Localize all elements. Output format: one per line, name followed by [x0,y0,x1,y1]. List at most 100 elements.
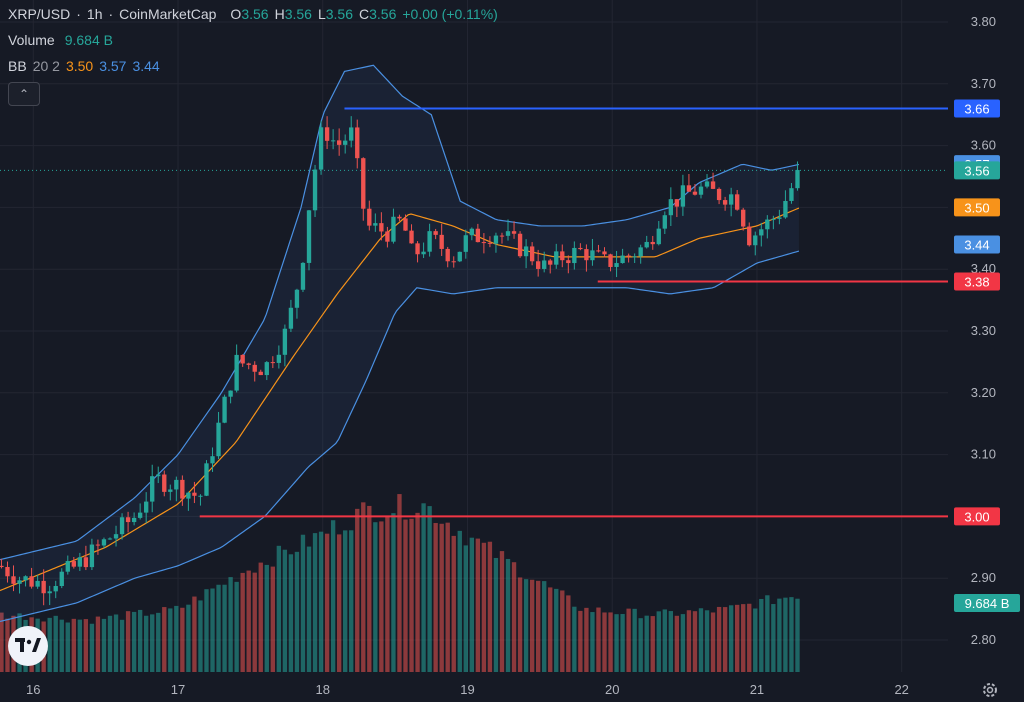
candle [47,585,52,606]
ohlc-close-key: C [358,6,370,22]
volume-bar [735,604,740,672]
volume-bar [710,612,716,672]
candle [391,208,396,244]
gear-icon[interactable] [980,680,1000,700]
candle [379,212,384,241]
candle [355,119,360,169]
candle-body [343,140,348,145]
volume-bar [668,611,674,672]
volume-bar [264,564,269,672]
bb-lower-value: 3.44 [132,58,160,74]
volume-bar [795,598,800,672]
candle [554,243,559,269]
candle [343,134,348,154]
price-tag-support-mid: 3.38 [954,272,1000,291]
volume-bar [144,615,149,672]
ohlc-open-value: 3.56 [241,6,269,22]
candle-body [379,223,384,232]
candle-body [463,235,468,252]
time-tick-label: 16 [26,682,40,697]
price-tag-bb-basis-bg [954,198,1000,217]
price-tag-resistance-bg [954,99,1000,118]
volume-bar [759,598,764,672]
volume-tag-text: 9.684 B [965,596,1010,611]
candle-body [692,191,698,195]
price-tick-label: 3.70 [971,76,996,91]
price-tick-label: 3.30 [971,323,996,338]
volume-bar [228,577,233,672]
candle [753,231,758,256]
candle-body [542,260,547,269]
candle [596,244,601,253]
price-tick-label: 3.60 [971,138,996,153]
candle-body [119,517,125,535]
candle [795,161,800,191]
volume-bar [198,600,203,672]
candle [602,247,607,258]
volume-bar [493,557,499,672]
candle-body [198,495,203,497]
time-tick-label: 21 [750,682,764,697]
candle [0,558,4,569]
volume-bar [119,619,125,672]
volume-bar [89,623,95,672]
candle-body [276,354,282,363]
candle-body [252,364,257,372]
candle-body [0,565,4,567]
candle-body [11,576,16,584]
volume-bar [638,618,643,672]
candle-body [258,371,263,376]
candle [5,561,10,583]
candle [614,250,619,278]
volume-bar [753,608,758,672]
candle-body [228,390,233,397]
volume-bar [53,615,58,672]
collapse-legend-button[interactable]: ⌃ [8,82,40,106]
bb-basis-line [0,207,800,592]
candle-body [186,492,191,499]
candle [349,116,354,148]
candle-body [680,185,686,207]
candle-body [234,354,239,391]
volume-bar [343,530,348,672]
volume-label[interactable]: Volume [8,32,55,48]
candle-body [602,251,607,255]
price-tag-support-low-text: 3.00 [964,509,989,524]
volume-bar [415,512,420,672]
volume-bar [457,530,462,672]
candle [578,243,583,251]
candle [777,209,782,225]
candle-body [282,328,288,355]
candle-body [771,218,776,220]
candle [210,447,215,472]
candle-body [409,230,414,244]
volume-bar [306,546,312,672]
interval-label[interactable]: 1h [86,6,103,22]
candle [174,476,179,502]
bb-basis-value: 3.50 [65,58,94,74]
symbol-name[interactable]: XRP/USD [8,6,71,22]
candle-body [300,262,306,290]
volume-bar [336,534,342,672]
bb-label[interactable]: BB [8,58,27,74]
candles [0,116,800,606]
candle-body [162,474,167,492]
candle-body [361,158,366,209]
candle-body [397,216,402,219]
candle-body [451,261,456,263]
volume-bar [481,542,487,672]
candle [324,116,330,150]
tradingview-logo-icon[interactable] [8,626,48,666]
candle [336,128,342,156]
volume-bar [409,518,414,672]
volume-bar [747,603,752,672]
volume-bar [789,597,794,672]
candle [246,362,251,370]
candle-body [433,231,438,235]
volume-bar [65,622,70,672]
price-tag-last-price: 3.56 [954,161,1000,180]
price-tag-support-low-bg [954,507,1000,526]
candle [71,556,76,569]
candle-body [288,307,294,329]
